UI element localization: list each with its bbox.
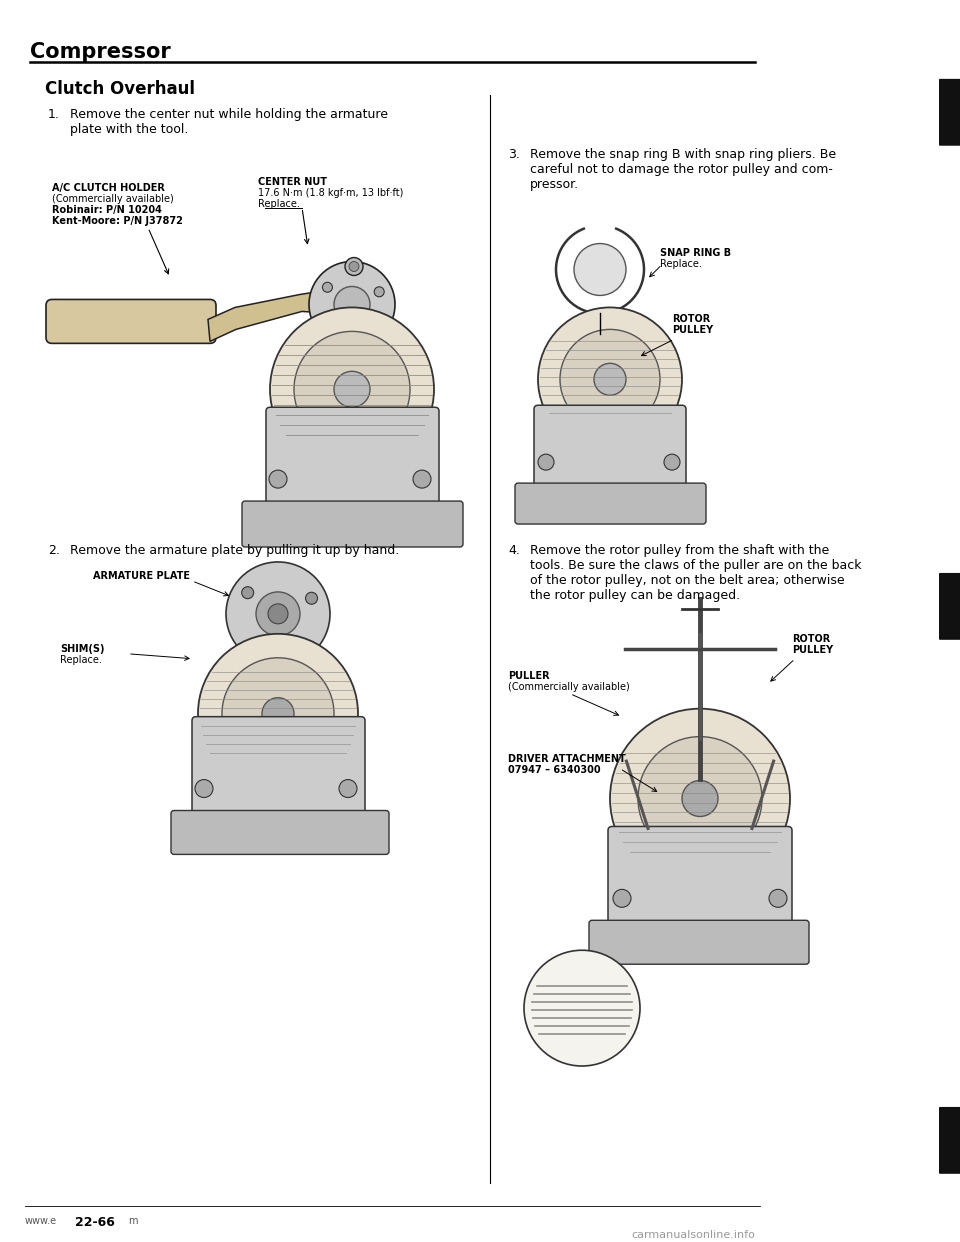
Text: 4.: 4. <box>508 544 520 556</box>
Circle shape <box>339 780 357 797</box>
Circle shape <box>268 604 288 623</box>
Circle shape <box>262 698 294 729</box>
FancyBboxPatch shape <box>939 573 960 640</box>
Text: ROTOR: ROTOR <box>792 633 830 643</box>
Text: SNAP RING B: SNAP RING B <box>660 247 732 257</box>
Text: PULLER: PULLER <box>508 671 550 681</box>
Circle shape <box>294 332 410 447</box>
Circle shape <box>769 889 787 908</box>
Text: (Commercially available): (Commercially available) <box>52 194 174 204</box>
Text: PULLEY: PULLEY <box>792 645 833 655</box>
Text: A/C CLUTCH HOLDER: A/C CLUTCH HOLDER <box>52 183 165 193</box>
Circle shape <box>594 364 626 395</box>
FancyBboxPatch shape <box>939 78 960 145</box>
Text: Clutch Overhaul: Clutch Overhaul <box>45 79 195 98</box>
Circle shape <box>638 737 762 861</box>
Text: Kent-Moore: P/N J37872: Kent-Moore: P/N J37872 <box>52 216 182 226</box>
FancyBboxPatch shape <box>46 299 216 343</box>
Text: m: m <box>128 1216 137 1226</box>
Circle shape <box>613 889 631 908</box>
Circle shape <box>195 780 213 797</box>
Circle shape <box>334 287 370 323</box>
Circle shape <box>610 709 790 888</box>
Circle shape <box>345 257 363 276</box>
Text: Remove the snap ring B with snap ring pliers. Be
careful not to damage the rotor: Remove the snap ring B with snap ring pl… <box>530 148 836 191</box>
Text: 2.: 2. <box>48 544 60 556</box>
Circle shape <box>413 471 431 488</box>
Circle shape <box>664 455 680 471</box>
Circle shape <box>242 586 253 599</box>
Text: 07947 – 6340300: 07947 – 6340300 <box>508 765 601 775</box>
Circle shape <box>222 658 334 770</box>
Text: Compressor: Compressor <box>30 42 171 62</box>
Circle shape <box>374 287 384 297</box>
Text: Replace.: Replace. <box>60 655 102 664</box>
Circle shape <box>345 329 354 339</box>
Text: 1.: 1. <box>48 108 60 120</box>
Text: ROTOR: ROTOR <box>672 314 710 324</box>
Circle shape <box>560 329 660 430</box>
FancyBboxPatch shape <box>242 501 463 546</box>
Text: 22-66: 22-66 <box>75 1216 115 1228</box>
Text: Replace.: Replace. <box>258 199 300 209</box>
Circle shape <box>270 308 434 471</box>
FancyBboxPatch shape <box>608 826 792 933</box>
FancyBboxPatch shape <box>534 405 686 493</box>
Circle shape <box>323 282 332 292</box>
Circle shape <box>538 308 682 451</box>
FancyBboxPatch shape <box>589 920 809 964</box>
Text: PULLEY: PULLEY <box>672 325 713 335</box>
Text: 17.6 N·m (1.8 kgf·m, 13 lbf·ft): 17.6 N·m (1.8 kgf·m, 13 lbf·ft) <box>258 188 403 197</box>
Text: Robinair: P/N 10204: Robinair: P/N 10204 <box>52 205 162 215</box>
FancyBboxPatch shape <box>939 1107 960 1174</box>
Text: Replace.: Replace. <box>660 258 702 268</box>
Text: DRIVER ATTACHMENT: DRIVER ATTACHMENT <box>508 754 626 764</box>
Wedge shape <box>584 222 616 270</box>
Circle shape <box>334 371 370 407</box>
FancyBboxPatch shape <box>171 811 389 854</box>
Text: www.e: www.e <box>25 1216 58 1226</box>
Text: CENTER NUT: CENTER NUT <box>258 176 327 186</box>
Circle shape <box>269 645 280 657</box>
FancyBboxPatch shape <box>515 483 706 524</box>
Text: (Commercially available): (Commercially available) <box>508 682 630 692</box>
Circle shape <box>524 950 640 1066</box>
FancyBboxPatch shape <box>266 407 439 513</box>
Circle shape <box>349 262 359 272</box>
Circle shape <box>574 243 626 296</box>
Wedge shape <box>587 226 613 270</box>
Circle shape <box>682 780 718 816</box>
Text: Remove the center nut while holding the armature
plate with the tool.: Remove the center nut while holding the … <box>70 108 388 135</box>
Circle shape <box>226 561 330 666</box>
Text: Remove the armature plate by pulling it up by hand.: Remove the armature plate by pulling it … <box>70 544 399 556</box>
Circle shape <box>538 455 554 471</box>
Polygon shape <box>208 287 378 342</box>
Circle shape <box>269 471 287 488</box>
Text: ARMATURE PLATE: ARMATURE PLATE <box>93 571 190 581</box>
FancyBboxPatch shape <box>192 717 365 822</box>
Circle shape <box>256 592 300 636</box>
Text: Remove the rotor pulley from the shaft with the
tools. Be sure the claws of the : Remove the rotor pulley from the shaft w… <box>530 544 861 602</box>
Text: carmanualsonline.info: carmanualsonline.info <box>631 1230 755 1240</box>
Text: 3.: 3. <box>508 148 520 160</box>
Circle shape <box>198 633 358 794</box>
Circle shape <box>309 262 395 348</box>
Text: SHIM(S): SHIM(S) <box>60 643 105 653</box>
Circle shape <box>305 592 318 605</box>
